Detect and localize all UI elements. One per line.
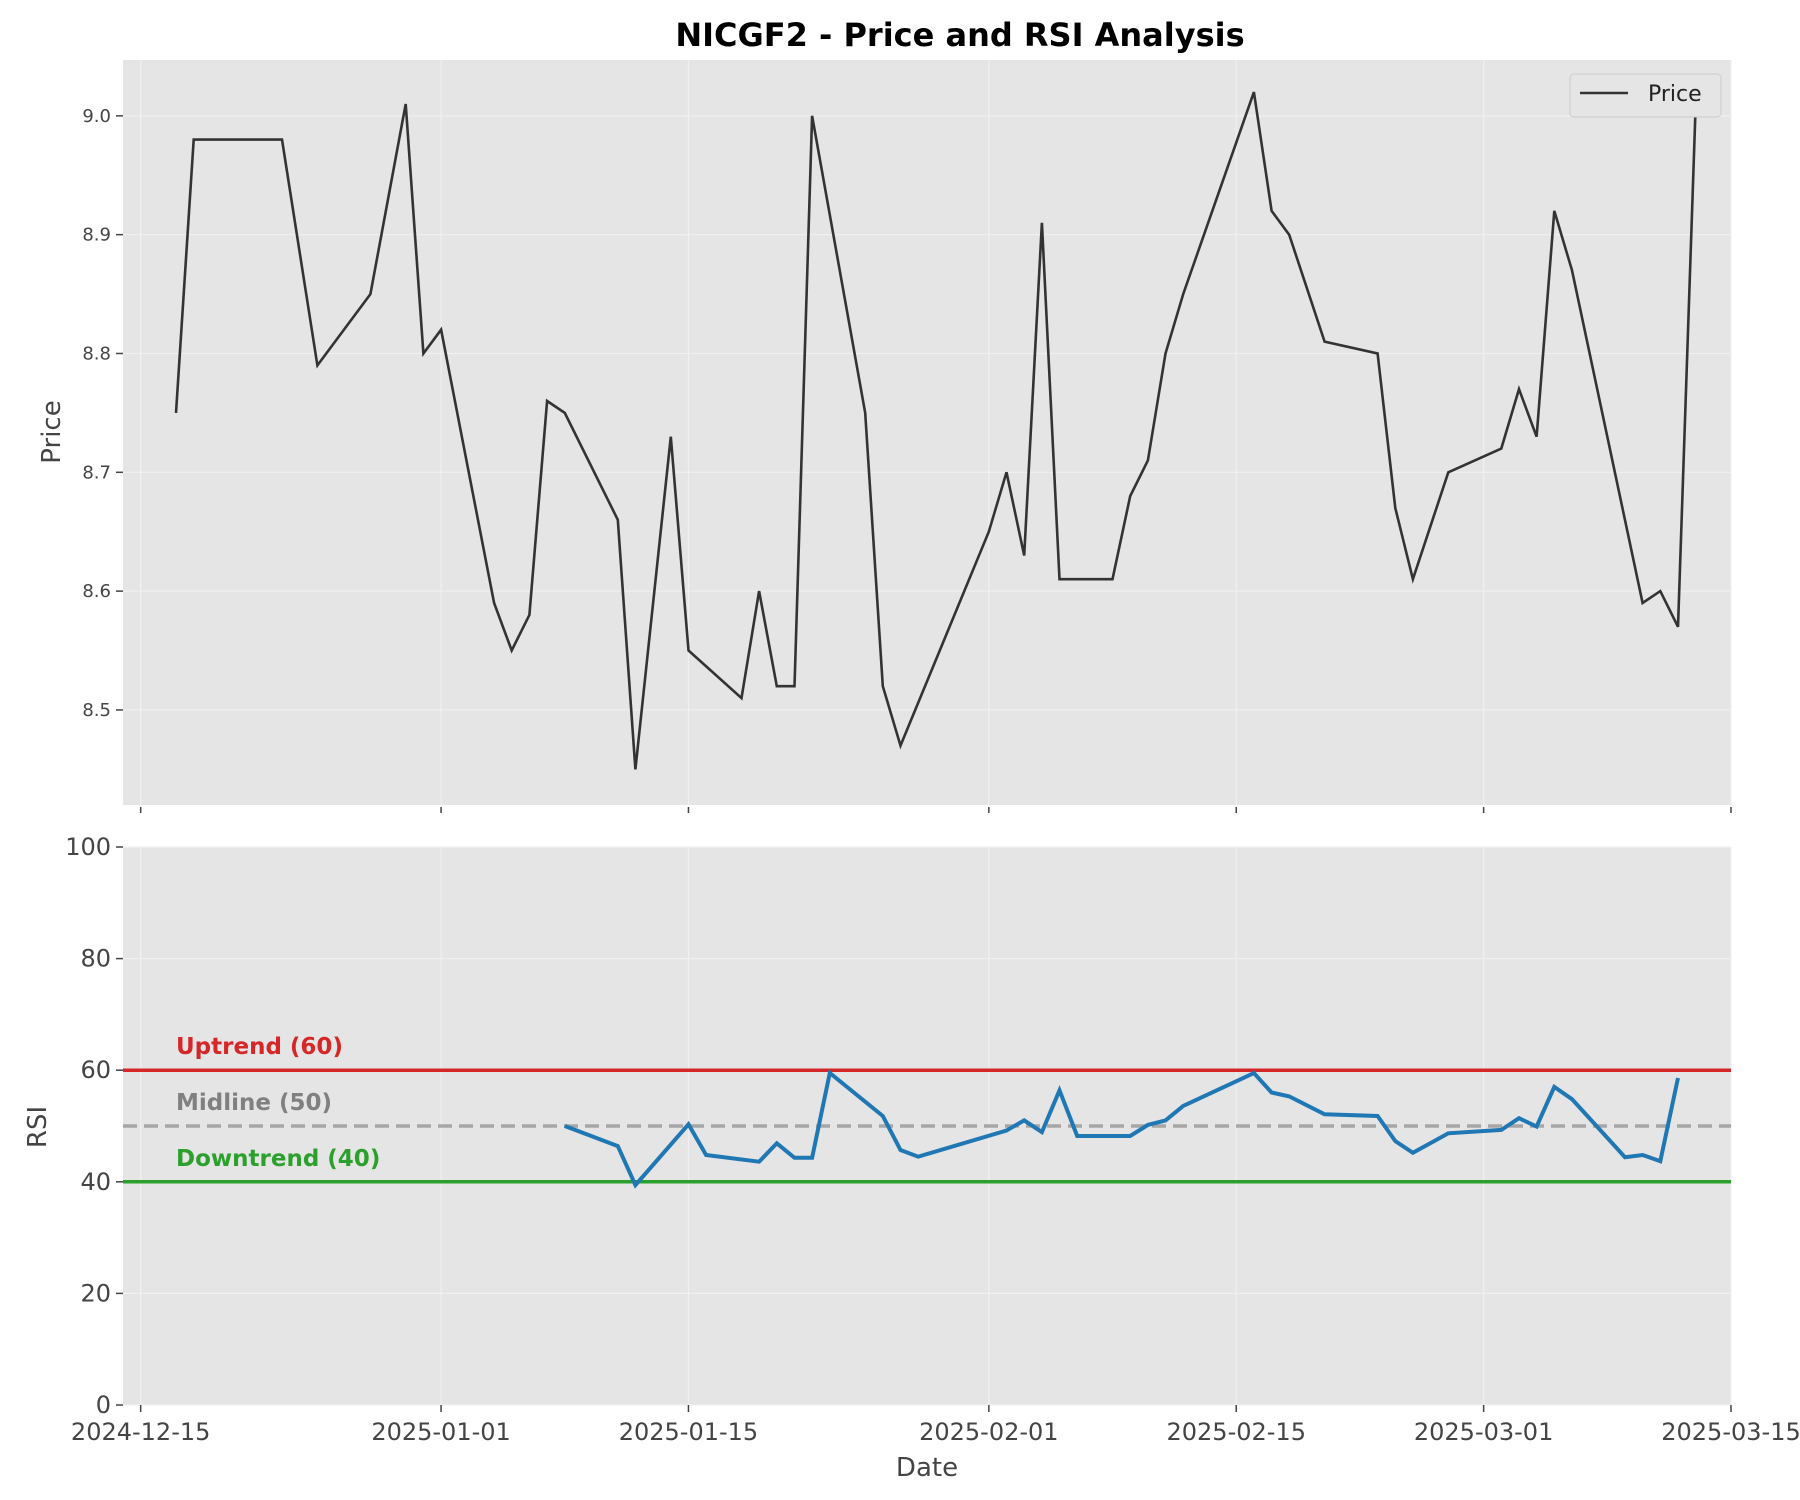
price-y-tick-label: 8.9 (82, 225, 111, 246)
rsi-thresholds: Uptrend (60) Midline (50) Downtrend (40) (123, 1034, 1731, 1184)
x-axis-ticks: 2024-12-15 2025-01-01 2025-01-15 2025-02-01… (71, 1405, 1800, 1446)
x-tick-label: 2025-01-15 (619, 1418, 758, 1446)
x-tick-label: 2025-03-15 (1661, 1418, 1800, 1446)
rsi-y-tick-label: 20 (80, 1279, 111, 1307)
rsi-y-tick-label: 0 (96, 1391, 111, 1419)
legend-price-label: Price (1648, 82, 1702, 107)
price-grid (123, 60, 1732, 805)
price-panel: 8.5 8.6 8.7 8.8 8.9 9.0 Price Price (37, 60, 1732, 813)
x-tick-label: 2025-01-01 (371, 1418, 510, 1446)
rsi-y-tick-label: 100 (65, 833, 111, 861)
threshold-label: Midline (50) (176, 1090, 332, 1116)
price-y-tick-label: 8.5 (82, 700, 111, 721)
x-tick-label: 2025-02-01 (919, 1418, 1058, 1446)
price-y-ticks: 8.5 8.6 8.7 8.8 8.9 9.0 (82, 106, 123, 721)
price-x-tick-marks (139, 807, 1732, 813)
x-tick-label: 2025-03-01 (1414, 1418, 1553, 1446)
rsi-y-axis-label: RSI (23, 1106, 53, 1148)
threshold-label: Uptrend (60) (176, 1034, 343, 1060)
price-y-axis-label: Price (37, 400, 67, 463)
rsi-y-tick-label: 80 (80, 945, 111, 973)
rsi-y-tick-label: 60 (80, 1056, 111, 1084)
price-legend: Price (1569, 73, 1722, 118)
chart-title: NICGF2 - Price and RSI Analysis (675, 16, 1244, 54)
rsi-y-tick-label: 40 (80, 1168, 111, 1196)
x-tick-label: 2024-12-15 (71, 1418, 210, 1446)
rsi-panel: 0 20 40 60 80 100 Uptrend (60) Midline (50) Dow… (23, 833, 1732, 1419)
price-y-tick-label: 8.8 (82, 343, 111, 364)
x-axis-label: Date (896, 1453, 958, 1483)
legend-box (1569, 73, 1722, 118)
price-y-tick-label: 8.6 (82, 581, 111, 602)
x-tick-label: 2025-02-15 (1166, 1418, 1305, 1446)
price-series-line (174, 91, 1697, 770)
rsi-y-ticks: 0 20 40 60 80 100 (65, 833, 123, 1419)
rsi-series-line (564, 1069, 1680, 1189)
price-plot-area (123, 60, 1731, 805)
price-y-tick-label: 9.0 (82, 106, 111, 127)
threshold-label: Downtrend (40) (176, 1146, 380, 1172)
price-y-tick-label: 8.7 (82, 462, 111, 483)
